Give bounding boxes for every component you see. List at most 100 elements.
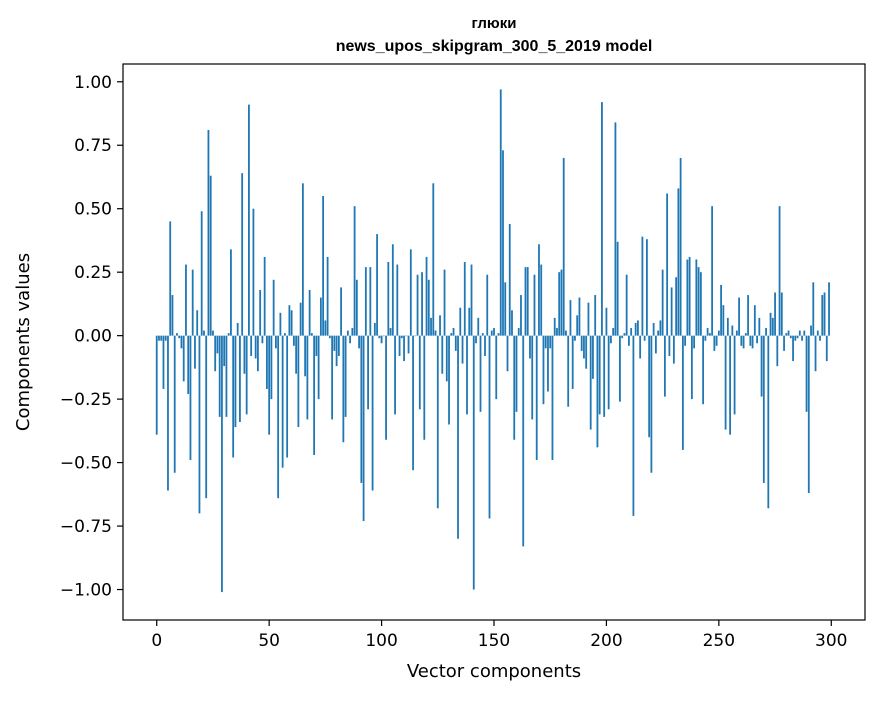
bar-component-16 <box>191 269 194 336</box>
bar-component-295 <box>819 335 821 341</box>
bar-component-128 <box>443 269 446 336</box>
bar-component-127 <box>441 335 444 374</box>
bar-component-20 <box>200 211 203 336</box>
y-tick-label: −0.25 <box>60 390 112 410</box>
bar-component-19 <box>198 335 201 514</box>
bar-component-281 <box>787 330 790 336</box>
bar-component-168 <box>533 274 536 336</box>
x-tick-label: 250 <box>703 631 735 651</box>
bar-component-220 <box>650 335 653 473</box>
bar-component-94 <box>367 335 369 410</box>
bar-component-267 <box>756 335 758 344</box>
bar-component-230 <box>672 335 675 364</box>
bar-component-212 <box>632 335 635 516</box>
bar-component-175 <box>549 335 552 349</box>
bar-component-190 <box>583 335 585 359</box>
bar-component-260 <box>740 335 743 346</box>
bar-component-229 <box>670 287 673 336</box>
bar-component-177 <box>553 317 556 336</box>
bar-component-119 <box>423 335 426 440</box>
bar-component-297 <box>823 292 826 336</box>
bar-component-101 <box>382 335 385 337</box>
bar-component-7 <box>171 295 174 336</box>
bar-component-91 <box>360 335 363 483</box>
bar-component-178 <box>556 328 558 336</box>
bar-component-172 <box>542 335 545 405</box>
bar-component-245 <box>706 328 709 336</box>
bar-component-276 <box>776 335 779 367</box>
bar-component-200 <box>605 307 608 336</box>
bar-component-147 <box>486 274 489 336</box>
bar-component-130 <box>448 335 450 425</box>
bar-component-136 <box>461 335 464 364</box>
bar-component-249 <box>715 335 718 346</box>
y-tick-label: −1.00 <box>60 581 112 601</box>
bar-component-23 <box>207 130 210 336</box>
bar-component-176 <box>551 335 554 461</box>
bar-component-226 <box>663 335 666 397</box>
bar-component-278 <box>780 292 783 336</box>
bar-component-137 <box>463 262 466 336</box>
bar-component-106 <box>394 335 396 415</box>
bar-component-185 <box>571 335 574 389</box>
bar-component-262 <box>744 333 747 336</box>
bar-component-269 <box>760 335 763 397</box>
bar-component-217 <box>643 335 646 341</box>
bar-component-15 <box>189 335 192 461</box>
x-tick-label: 150 <box>478 631 510 651</box>
bar-component-201 <box>607 335 610 410</box>
bar-component-284 <box>794 335 797 341</box>
bar-component-52 <box>272 279 275 336</box>
bar-component-151 <box>495 335 498 400</box>
bar-component-120 <box>425 256 428 336</box>
bar-component-216 <box>641 236 644 336</box>
bar-component-59 <box>288 305 291 336</box>
bar-component-131 <box>450 333 453 336</box>
bar-component-74 <box>322 196 325 336</box>
bar-component-208 <box>623 333 626 336</box>
bar-component-252 <box>722 305 725 336</box>
bar-component-70 <box>313 335 316 455</box>
bar-component-243 <box>702 335 705 405</box>
bar-component-289 <box>805 335 808 412</box>
bar-component-259 <box>738 297 740 336</box>
bar-component-256 <box>731 325 734 336</box>
bar-component-121 <box>427 279 430 336</box>
bar-component-210 <box>628 335 630 346</box>
bar-component-11 <box>180 335 183 349</box>
bar-component-24 <box>209 175 212 336</box>
bar-component-29 <box>221 335 223 593</box>
bar-component-17 <box>194 335 196 369</box>
bar-component-26 <box>214 335 217 372</box>
bar-component-294 <box>816 330 819 336</box>
bar-component-22 <box>205 335 208 499</box>
bar-component-158 <box>511 310 513 336</box>
bar-component-97 <box>373 322 376 336</box>
bar-component-13 <box>185 264 187 336</box>
bar-component-293 <box>814 335 817 372</box>
bar-component-219 <box>648 335 651 438</box>
bar-component-272 <box>767 335 770 509</box>
y-tick-label: 0.75 <box>74 136 112 156</box>
bar-component-239 <box>693 335 696 349</box>
bar-component-148 <box>488 335 491 519</box>
bar-component-27 <box>216 335 219 354</box>
bar-component-292 <box>812 282 815 336</box>
y-tick-label: 0.50 <box>74 200 112 220</box>
bar-component-251 <box>720 284 722 336</box>
bar-component-54 <box>277 335 280 499</box>
bar-component-72 <box>317 335 320 400</box>
x-tick-label: 50 <box>258 631 280 651</box>
bar-component-170 <box>538 244 540 336</box>
bar-component-86 <box>349 335 351 344</box>
bar-component-186 <box>574 335 576 341</box>
bar-component-215 <box>639 335 642 359</box>
bar-component-2 <box>160 335 163 341</box>
bar-component-203 <box>612 328 615 336</box>
bar-component-187 <box>576 315 579 336</box>
bar-component-69 <box>310 333 313 336</box>
bar-component-33 <box>230 249 232 336</box>
bar-component-145 <box>481 333 484 336</box>
bar-component-0 <box>155 335 158 435</box>
